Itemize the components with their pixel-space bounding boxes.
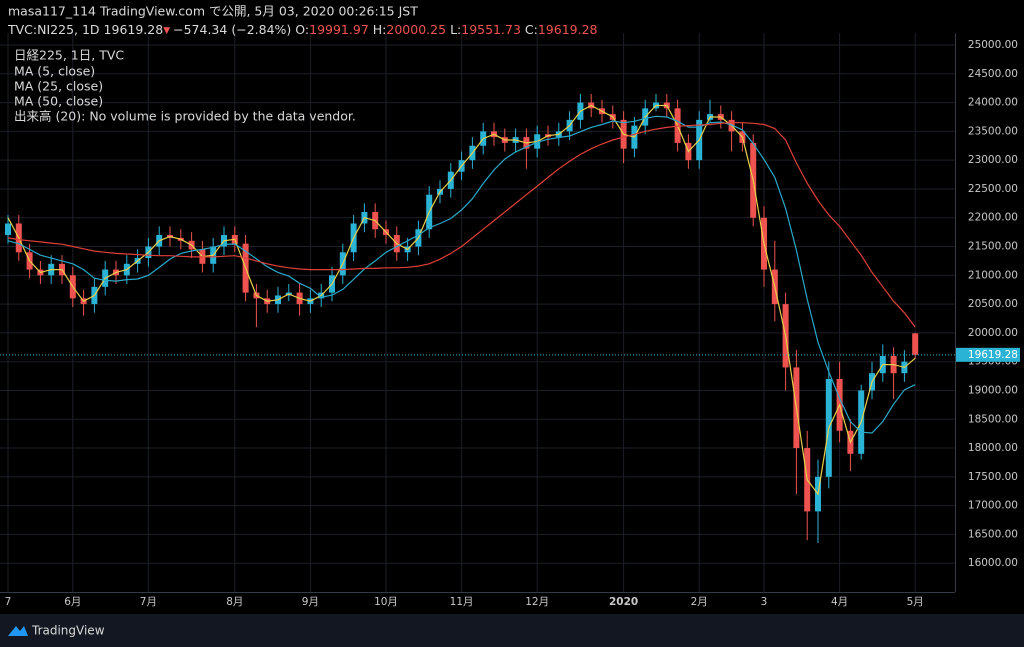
axes: 16000.00 16500.00 17000.00 17500.00 18000.00… (5, 39, 1020, 608)
y-tick-label: 21000.00 (968, 269, 1018, 281)
x-tick-label: 5月 (907, 596, 924, 608)
y-tick-label: 23000.00 (968, 154, 1018, 166)
y-tick-label: 22500.00 (968, 183, 1018, 195)
ma-line (7, 104, 916, 496)
y-tick-label: 21500.00 (968, 241, 1018, 253)
symbol: TVC:NI225, 1D (7, 22, 100, 37)
y-tick-label: 22000.00 (968, 212, 1018, 224)
x-tick-label: 11月 (450, 596, 474, 608)
candle-body (5, 223, 11, 236)
brand-logo (8, 626, 28, 636)
candle-body (912, 333, 919, 355)
down-arrow: ▼ (163, 26, 170, 36)
x-tick-label: 4月 (831, 596, 848, 608)
y-tick-label: 19000.00 (968, 384, 1018, 396)
legend-entry: MA (25, close) (14, 79, 103, 94)
y-tick-label: 25000.00 (968, 39, 1018, 51)
volume-note: 出来高 (20): No volume is provided by the d… (14, 109, 356, 124)
y-tick-label: 18000.00 (968, 442, 1018, 454)
footer-bar (0, 614, 1024, 647)
last-price: 19619.28 (104, 22, 164, 37)
symbol-line: TVC:NI225, 1D 19619.28▼ −574.34 (−2.84%) O:1… (7, 22, 598, 37)
y-tick-label: 23500.00 (968, 125, 1018, 137)
y-tick-label: 20000.00 (968, 327, 1018, 339)
x-tick-label: 2月 (691, 596, 708, 608)
ma-line (7, 122, 916, 328)
y-tick-label: 16500.00 (968, 528, 1018, 540)
change-percent: (−2.84%) (231, 22, 291, 37)
last-price-label: 19619.28 (968, 349, 1018, 361)
x-tick-label: 7 (5, 596, 12, 608)
y-tick-label: 16000.00 (968, 557, 1018, 569)
last-price-box (956, 347, 1020, 362)
y-tick-label: 20500.00 (968, 298, 1018, 310)
legend-entry: MA (5, close) (14, 64, 95, 79)
open-value: 19991.97 (309, 22, 369, 37)
x-tick-label: 3 (761, 596, 768, 608)
low-value: 19551.73 (461, 22, 521, 37)
x-tick-label: 8月 (226, 596, 243, 608)
y-tick-label: 17000.00 (968, 500, 1018, 512)
legend-entry: MA (50, close) (14, 94, 103, 109)
plot (0, 93, 955, 544)
legend-title: 日経225, 1日, TVC (14, 48, 124, 63)
x-tick-label: 2020 (609, 596, 638, 608)
x-tick-label: 12月 (525, 596, 549, 608)
y-tick-label: 17500.00 (968, 471, 1018, 483)
ma-line (7, 115, 916, 434)
x-tick-label: 6月 (64, 596, 81, 608)
high-label: H: (373, 22, 387, 37)
change: −574.34 (173, 22, 227, 37)
publisher: masa117_114 TradingView.com で公開, 5月 03, … (8, 4, 418, 19)
close-label: C: (525, 22, 538, 37)
y-tick-label: 24500.00 (968, 68, 1018, 80)
low-label: L: (450, 22, 461, 37)
y-tick-label: 24000.00 (968, 97, 1018, 109)
high-value: 20000.25 (386, 22, 446, 37)
close-value: 19619.28 (538, 22, 598, 37)
y-tick-label: 18500.00 (968, 413, 1018, 425)
brand: TradingView (31, 624, 105, 638)
open-label: O: (295, 22, 309, 37)
x-tick-label: 9月 (302, 596, 319, 608)
x-tick-label: 10月 (374, 596, 398, 608)
x-tick-label: 7月 (140, 596, 157, 608)
